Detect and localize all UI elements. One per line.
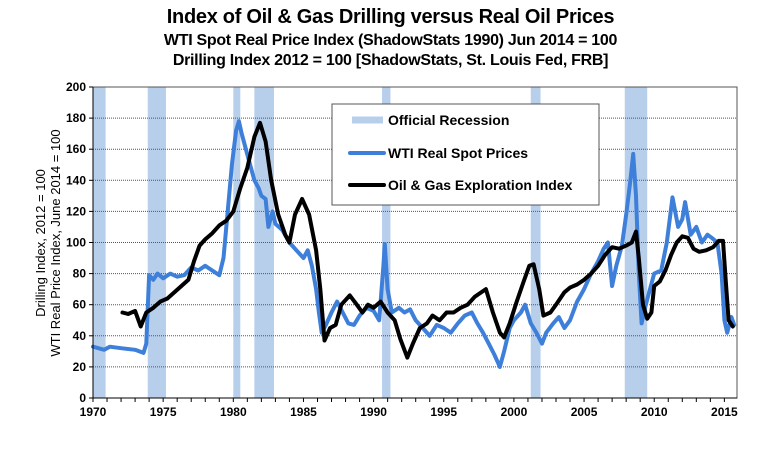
x-tick-label: 1995 — [430, 405, 457, 419]
series-line-drilling — [120, 120, 735, 360]
series-line-wti — [91, 119, 737, 369]
y-axis-label-wti: WTI Real Price Index, June 2014 = 100 — [48, 129, 63, 356]
y-tick-label: 0 — [79, 391, 86, 405]
x-tick-label: 2010 — [641, 405, 668, 419]
recession-band-2 — [233, 87, 241, 398]
legend-label-wti: WTI Real Spot Prices — [388, 145, 528, 161]
y-tick-label: 200 — [66, 80, 86, 94]
x-tick-label: 1990 — [360, 405, 387, 419]
y-tick-label: 40 — [73, 329, 87, 343]
chart-subtitle-wti: WTI Spot Real Price Index (ShadowStats 1… — [163, 32, 618, 49]
y-tick-label: 140 — [66, 173, 86, 187]
legend: Official Recession WTI Real Spot Prices … — [331, 103, 600, 206]
x-tick-label: 2000 — [501, 405, 528, 419]
chart-subtitle-drilling: Drilling Index 2012 = 100 [ShadowStats, … — [172, 52, 609, 69]
y-tick-label: 20 — [73, 360, 87, 374]
y-tick-labels: 0 20 40 60 80 100 120 140 160 180 200 — [66, 80, 93, 405]
x-tick-label: 2005 — [571, 405, 598, 419]
x-tick-label: 2015 — [711, 405, 738, 419]
legend-label-drilling: Oil & Gas Exploration Index — [388, 177, 573, 193]
y-tick-label: 160 — [66, 142, 86, 156]
legend-label-recession: Official Recession — [388, 112, 509, 128]
series-group — [91, 119, 737, 369]
y-axis-label-drilling: Drilling Index, 2012 = 100 — [33, 169, 48, 317]
x-tick-label: 1975 — [150, 405, 177, 419]
recession-band-4 — [382, 87, 391, 398]
x-tick-label: 1970 — [80, 405, 107, 419]
y-tick-label: 180 — [66, 111, 86, 125]
y-tick-label: 100 — [66, 236, 86, 250]
x-tick-label: 1980 — [220, 405, 247, 419]
chart-title: Index of Oil & Gas Drilling versus Real … — [166, 6, 615, 28]
recession-band-1 — [147, 87, 166, 398]
y-tick-label: 120 — [66, 204, 86, 218]
y-tick-label: 60 — [73, 298, 87, 312]
x-tick-labels: 1970 1975 1980 1985 1990 1995 2000 2005 2010 2015 — [80, 398, 738, 419]
y-tick-label: 80 — [73, 267, 87, 281]
x-tick-label: 1985 — [290, 405, 317, 419]
